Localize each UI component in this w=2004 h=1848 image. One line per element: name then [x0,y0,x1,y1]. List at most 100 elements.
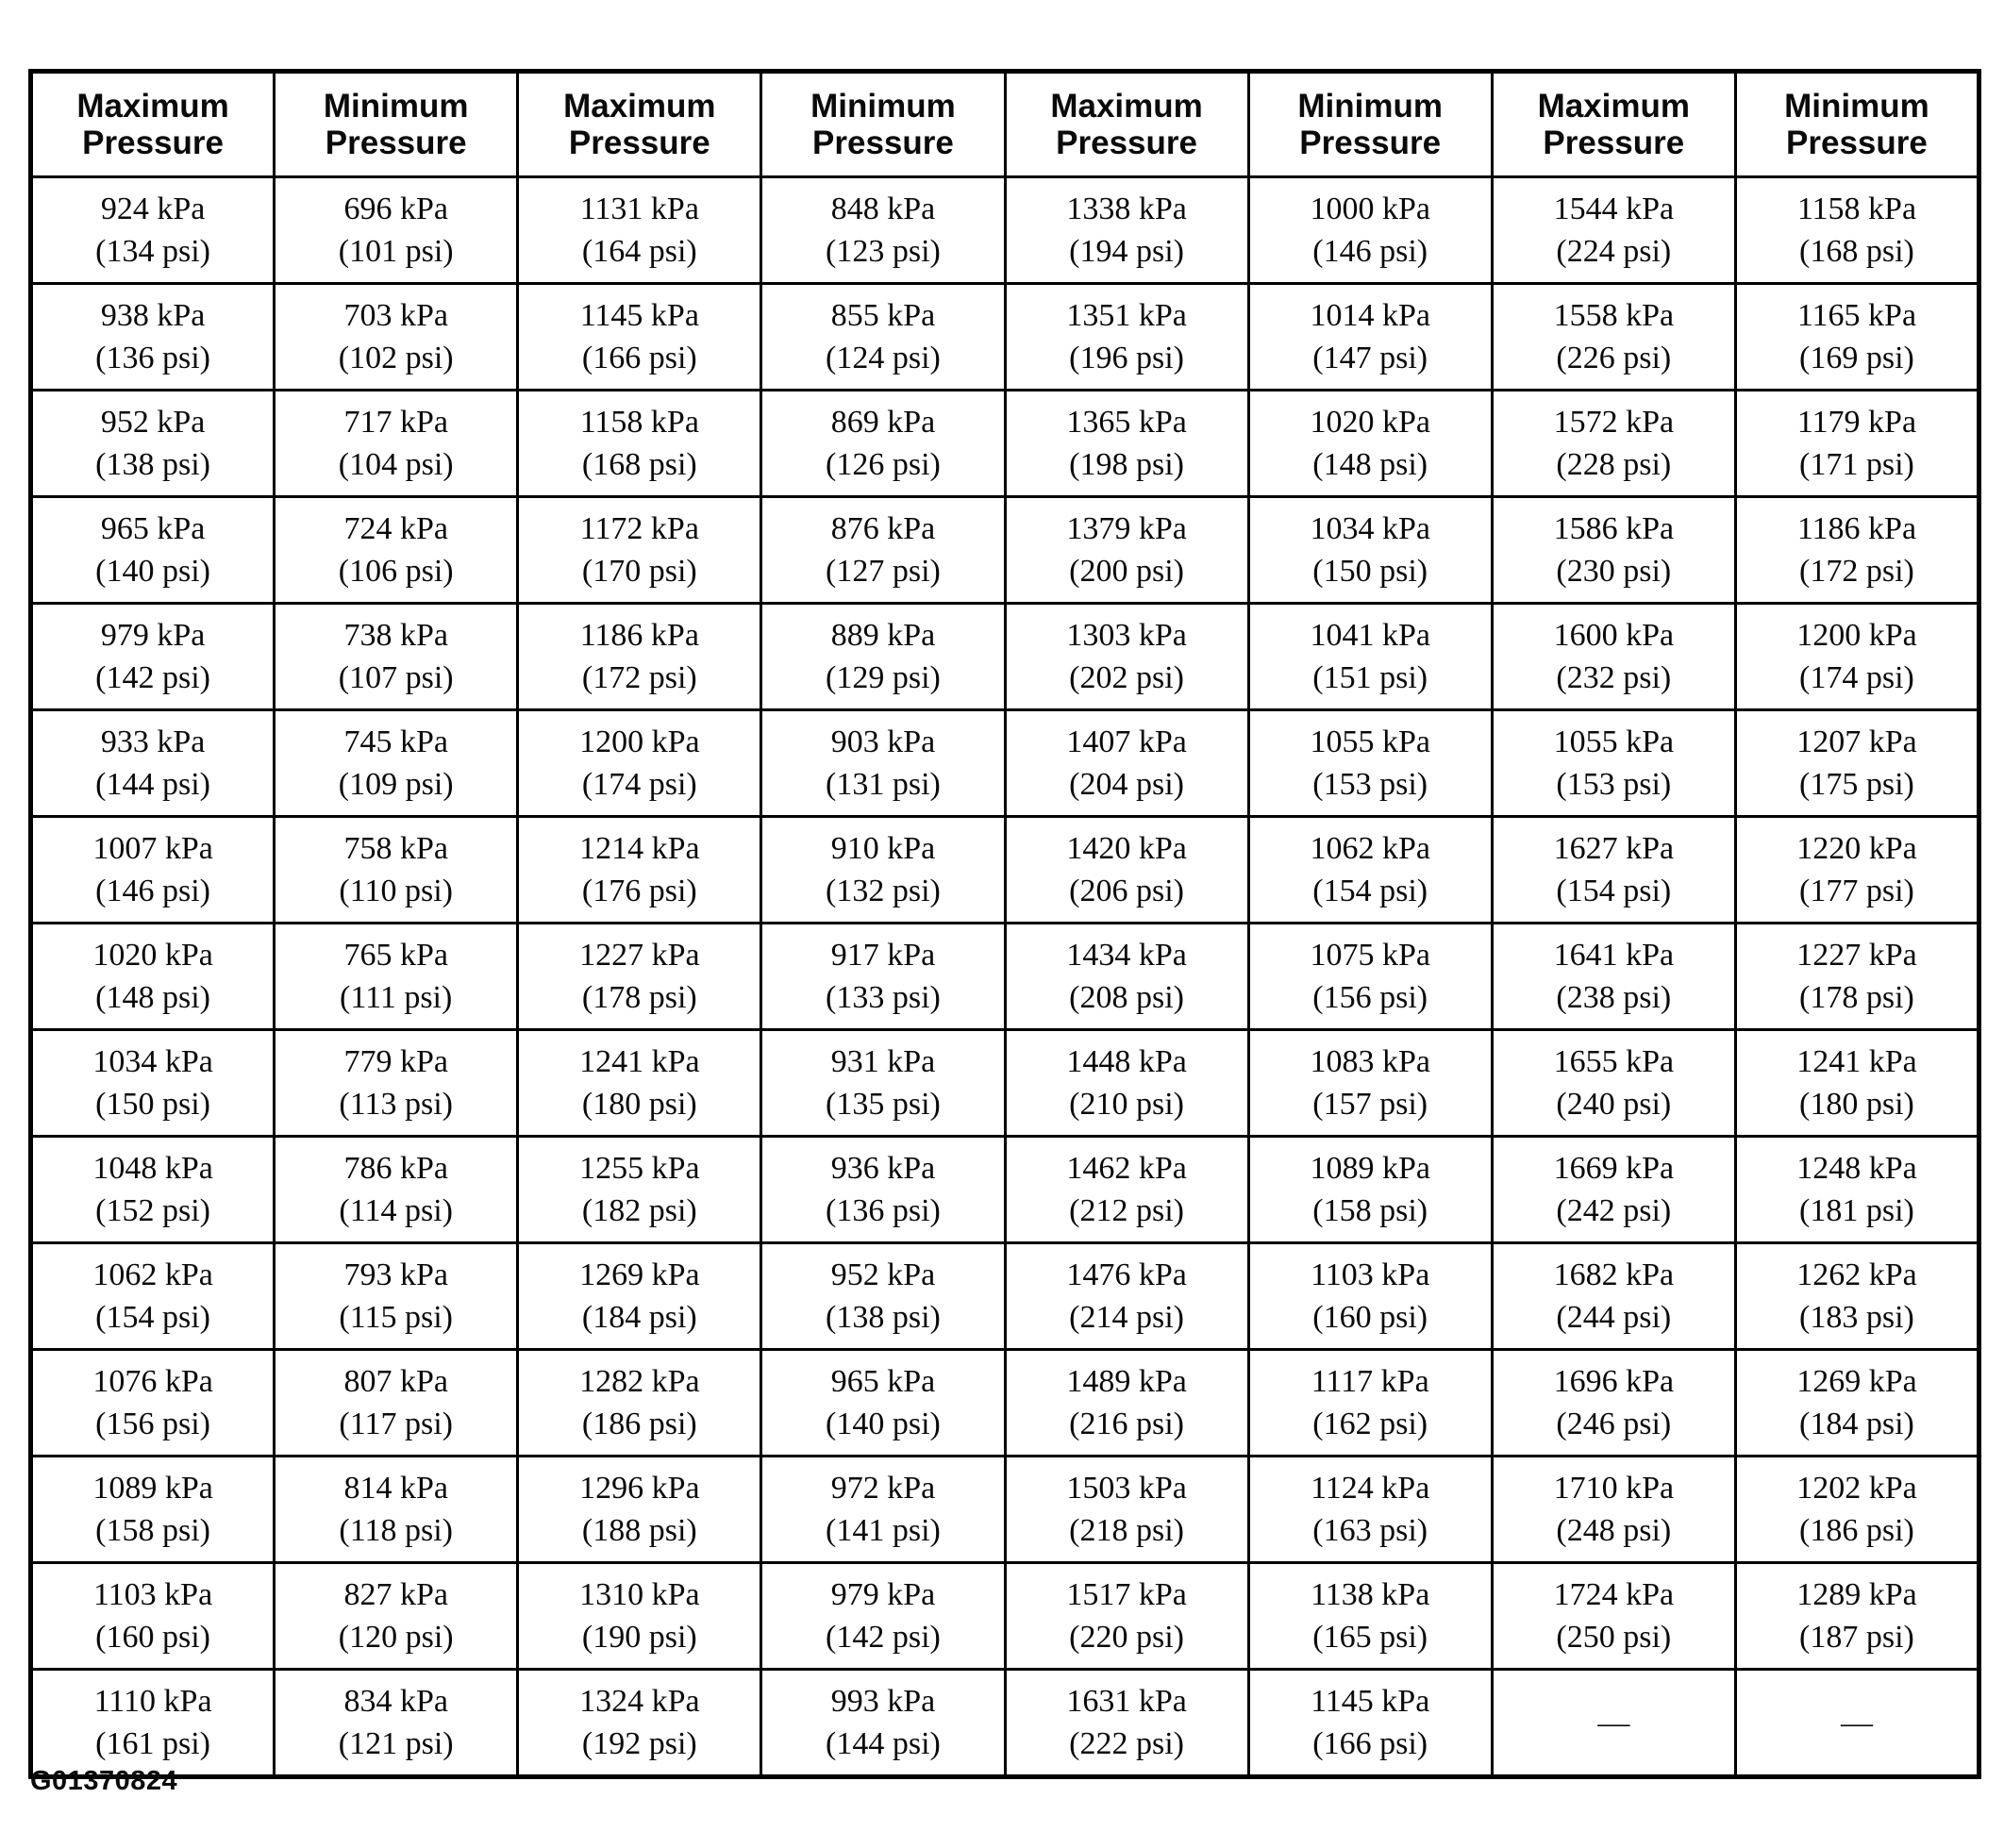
psi-value: (204 psi) [1069,767,1184,802]
psi-value: (118 psi) [339,1513,453,1548]
kpa-value: 1365 kPa [1066,405,1187,440]
psi-value: (180 psi) [1799,1087,1914,1122]
psi-value: (150 psi) [95,1087,210,1122]
kpa-value: 1696 kPa [1553,1364,1675,1399]
kpa-value: 1669 kPa [1553,1151,1675,1186]
kpa-value: 1214 kPa [579,831,700,866]
kpa-value: 938 kPa [100,298,206,333]
pressure-cell: 952 kPa (138 psi) [28,389,276,498]
pressure-cell: 1007 kPa (146 psi) [28,815,276,924]
psi-value: (162 psi) [1312,1407,1428,1441]
kpa-value: 1165 kPa [1796,298,1917,333]
kpa-value: 696 kPa [343,191,448,226]
kpa-value: 1586 kPa [1553,511,1675,546]
psi-value: (153 psi) [1556,767,1672,802]
pressure-cell: 1220 kPa (177 psi) [1733,815,1981,924]
psi-value: (111 psi) [340,980,453,1015]
kpa-value: 1089 kPa [92,1471,213,1506]
kpa-value: 1241 kPa [1796,1044,1917,1079]
psi-value: (117 psi) [339,1407,453,1441]
pressure-cell: 1379 kPa (200 psi) [1003,495,1250,605]
kpa-value: 1179 kPa [1796,405,1917,440]
kpa-value: 1220 kPa [1796,831,1917,866]
kpa-value: 1269 kPa [579,1257,700,1292]
psi-value: (177 psi) [1799,874,1914,908]
kpa-value: 793 kPa [343,1257,448,1292]
pressure-cell: 1034 kPa (150 psi) [1246,495,1494,605]
psi-value: (250 psi) [1556,1620,1672,1655]
header-row: Maximum Pressure Minimum Pressure Maximum … [28,70,1981,178]
kpa-value: 1145 kPa [1311,1684,1430,1719]
psi-value: (226 psi) [1556,341,1672,375]
kpa-value: 1227 kPa [1796,938,1917,973]
kpa-value: 1310 kPa [579,1577,700,1612]
psi-value: (184 psi) [1799,1407,1914,1441]
kpa-value: 924 kPa [100,191,206,226]
kpa-value: 965 kPa [830,1364,936,1399]
psi-value: (123 psi) [826,234,941,269]
table-row: 952 kPa (138 psi) 717 kPa (104 psi) 1158 kPa… [28,389,1981,498]
kpa-value: 1103 kPa [1311,1257,1430,1292]
pressure-cell: 993 kPa (144 psi) [760,1668,1007,1778]
psi-value: (150 psi) [1312,554,1428,589]
pressure-cell: 1076 kPa (156 psi) [28,1348,276,1457]
column-header: Maximum Pressure [516,70,763,178]
kpa-value: 1641 kPa [1553,938,1675,973]
kpa-value: 1296 kPa [579,1471,700,1506]
kpa-value: 786 kPa [343,1151,448,1186]
psi-value: (180 psi) [581,1087,697,1122]
table-row: 924 kPa (134 psi) 696 kPa (101 psi) 1131 kPa… [28,175,1981,285]
kpa-value: 1503 kPa [1066,1471,1187,1506]
table-row: 1089 kPa (158 psi) 814 kPa (118 psi) 1296 kP… [28,1455,1981,1564]
pressure-cell: 758 kPa (110 psi) [273,815,520,924]
table-row: 1048 kPa (152 psi) 786 kPa (114 psi) 1255 kP… [28,1135,1981,1244]
psi-value: (158 psi) [95,1513,210,1548]
pressure-cell: 1117 kPa (162 psi) [1246,1348,1494,1457]
pressure-cell: 1600 kPa (232 psi) [1490,602,1737,711]
kpa-value: 1282 kPa [579,1364,700,1399]
psi-value: (157 psi) [1312,1087,1428,1122]
pressure-cell: 1248 kPa (181 psi) [1733,1135,1981,1244]
figure-code: G01370824 [30,1766,178,1796]
kpa-value: 1379 kPa [1066,511,1187,546]
column-header: Minimum Pressure [273,70,520,178]
table-body: 924 kPa (134 psi) 696 kPa (101 psi) 1131 kPa… [28,175,1981,1778]
kpa-value: 1089 kPa [1310,1151,1430,1186]
pressure-cell: 1186 kPa (172 psi) [1733,495,1981,605]
psi-value: (144 psi) [95,767,210,802]
psi-value: (178 psi) [581,980,697,1015]
table-row: 1034 kPa (150 psi) 779 kPa (113 psi) 1241 kP… [28,1028,1981,1138]
kpa-value: 717 kPa [343,405,448,440]
pressure-cell: 1083 kPa (157 psi) [1246,1028,1494,1138]
psi-value: (172 psi) [581,660,697,695]
table-row: 1007 kPa (146 psi) 758 kPa (110 psi) 1214 kP… [28,815,1981,924]
pressure-cell: 1214 kPa (176 psi) [516,815,763,924]
psi-value: (190 psi) [581,1620,697,1655]
pressure-cell: 1586 kPa (230 psi) [1490,495,1737,605]
column-header: Minimum Pressure [760,70,1007,178]
pressure-cell: 1641 kPa (238 psi) [1490,922,1737,1031]
psi-value: (216 psi) [1069,1407,1184,1441]
psi-value: (142 psi) [95,660,210,695]
psi-value: (169 psi) [1799,341,1914,375]
kpa-value: 1186 kPa [579,618,699,653]
psi-value: (170 psi) [581,554,697,589]
pressure-cell: 1289 kPa (187 psi) [1733,1561,1981,1671]
pressure-cell: 1202 kPa (186 psi) [1733,1455,1981,1564]
pressure-cell: 1034 kPa (150 psi) [28,1028,276,1138]
psi-value: (224 psi) [1556,234,1672,269]
pressure-cell: 696 kPa (101 psi) [273,175,520,285]
kpa-value: 1289 kPa [1796,1577,1917,1612]
pressure-cell: 1434 kPa (208 psi) [1003,922,1250,1031]
pressure-cell: 1310 kPa (190 psi) [516,1561,763,1671]
psi-value: (146 psi) [95,874,210,908]
kpa-value: 724 kPa [343,511,448,546]
psi-value: (220 psi) [1069,1620,1184,1655]
kpa-value: 1014 kPa [1310,298,1430,333]
kpa-value: 1062 kPa [1310,831,1430,866]
pressure-cell: 1041 kPa (151 psi) [1246,602,1494,711]
pressure-cell: 1269 kPa (184 psi) [1733,1348,1981,1457]
pressure-cell: 1158 kPa (168 psi) [516,389,763,498]
pressure-cell: 1075 kPa (156 psi) [1246,922,1494,1031]
psi-value: (172 psi) [1799,554,1914,589]
